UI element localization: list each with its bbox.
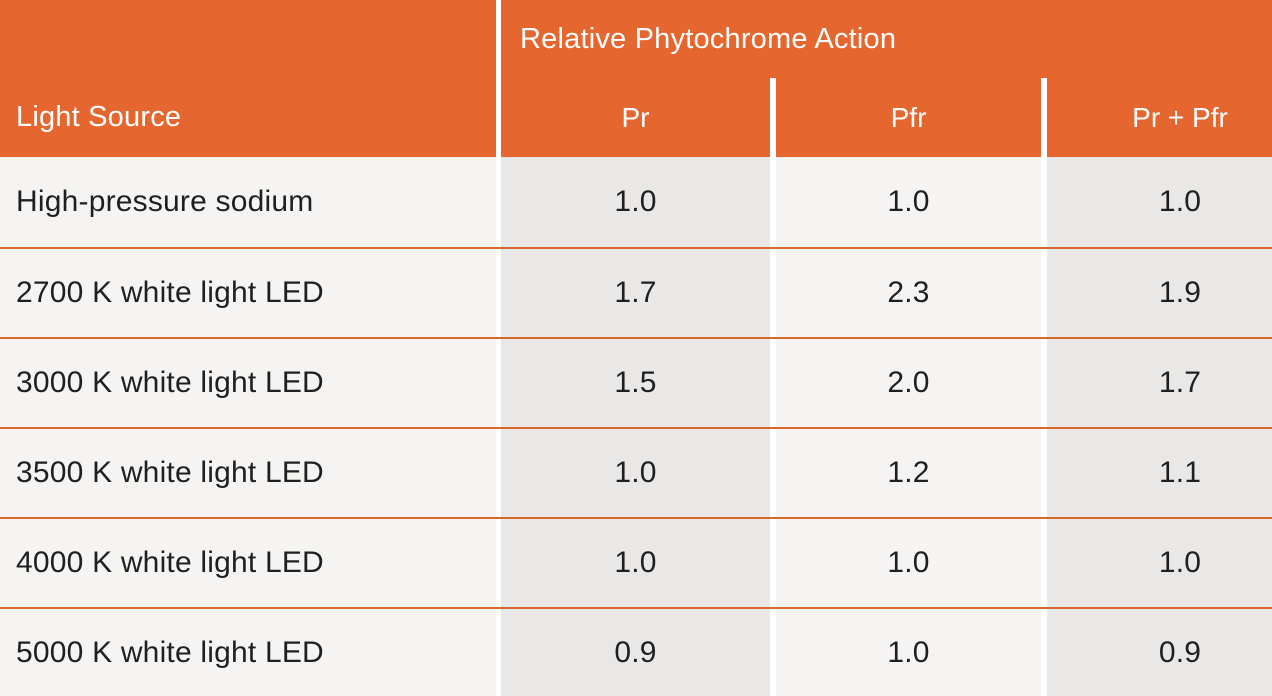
table-row: High-pressure sodium 1.0 1.0 1.0: [0, 157, 1272, 247]
column-divider: [1041, 609, 1047, 696]
column-header-pr: Pr: [621, 101, 650, 133]
table-row: 2700 K white light LED 1.7 2.3 1.9: [0, 247, 1272, 337]
pr-value-cell: 1.0: [501, 429, 770, 517]
column-divider: [770, 339, 776, 427]
column-divider: [770, 78, 776, 157]
column-divider: [1041, 157, 1047, 247]
pfr-value-cell: 1.0: [776, 519, 1041, 607]
pr-plus-pfr-value-cell: 1.7: [1047, 339, 1272, 427]
pr-value-cell: 1.0: [501, 157, 770, 247]
column-header-pr-plus-pfr: Pr + Pfr: [1132, 101, 1228, 133]
column-divider: [770, 609, 776, 696]
column-divider: [496, 249, 501, 337]
column-divider: [1041, 249, 1047, 337]
column-divider: [770, 157, 776, 247]
light-source-cell: 2700 K white light LED: [0, 249, 496, 337]
light-source-cell: 3000 K white light LED: [0, 339, 496, 427]
pr-value-cell: 1.5: [501, 339, 770, 427]
column-divider: [496, 609, 501, 696]
light-source-cell: 4000 K white light LED: [0, 519, 496, 607]
column-divider: [1041, 429, 1047, 517]
pr-value-cell: 1.0: [501, 519, 770, 607]
pfr-value-cell: 2.0: [776, 339, 1041, 427]
column-divider: [770, 519, 776, 607]
pr-value-cell: 1.7: [501, 249, 770, 337]
light-source-cell: High-pressure sodium: [0, 157, 496, 247]
column-divider: [496, 429, 501, 517]
column-header-pfr: Pfr: [890, 101, 927, 133]
group-header-relative-phytochrome-action: Relative Phytochrome Action: [520, 22, 897, 55]
column-divider: [1041, 339, 1047, 427]
light-source-cell: 3500 K white light LED: [0, 429, 496, 517]
column-header-light-source: Light Source: [16, 101, 182, 133]
column-divider: [496, 519, 501, 607]
column-divider: [1041, 78, 1047, 157]
table-row: 3500 K white light LED 1.0 1.2 1.1: [0, 427, 1272, 517]
pfr-value-cell: 2.3: [776, 249, 1041, 337]
column-divider: [770, 429, 776, 517]
table-header: Relative Phytochrome Action Light Source…: [0, 0, 1272, 157]
column-divider: [496, 339, 501, 427]
table-row: 3000 K white light LED 1.5 2.0 1.7: [0, 337, 1272, 427]
table-row: 4000 K white light LED 1.0 1.0 1.0: [0, 517, 1272, 607]
pr-plus-pfr-value-cell: 1.0: [1047, 519, 1272, 607]
pfr-value-cell: 1.0: [776, 157, 1041, 247]
pr-plus-pfr-value-cell: 1.9: [1047, 249, 1272, 337]
column-divider: [1041, 519, 1047, 607]
pr-value-cell: 0.9: [501, 609, 770, 696]
column-divider: [496, 0, 501, 157]
pr-plus-pfr-value-cell: 1.0: [1047, 157, 1272, 247]
pfr-value-cell: 1.0: [776, 609, 1041, 696]
column-divider: [496, 157, 501, 247]
table-row: 5000 K white light LED 0.9 1.0 0.9: [0, 607, 1272, 696]
light-source-cell: 5000 K white light LED: [0, 609, 496, 696]
column-divider: [770, 249, 776, 337]
pfr-value-cell: 1.2: [776, 429, 1041, 517]
pr-plus-pfr-value-cell: 0.9: [1047, 609, 1272, 696]
pr-plus-pfr-value-cell: 1.1: [1047, 429, 1272, 517]
